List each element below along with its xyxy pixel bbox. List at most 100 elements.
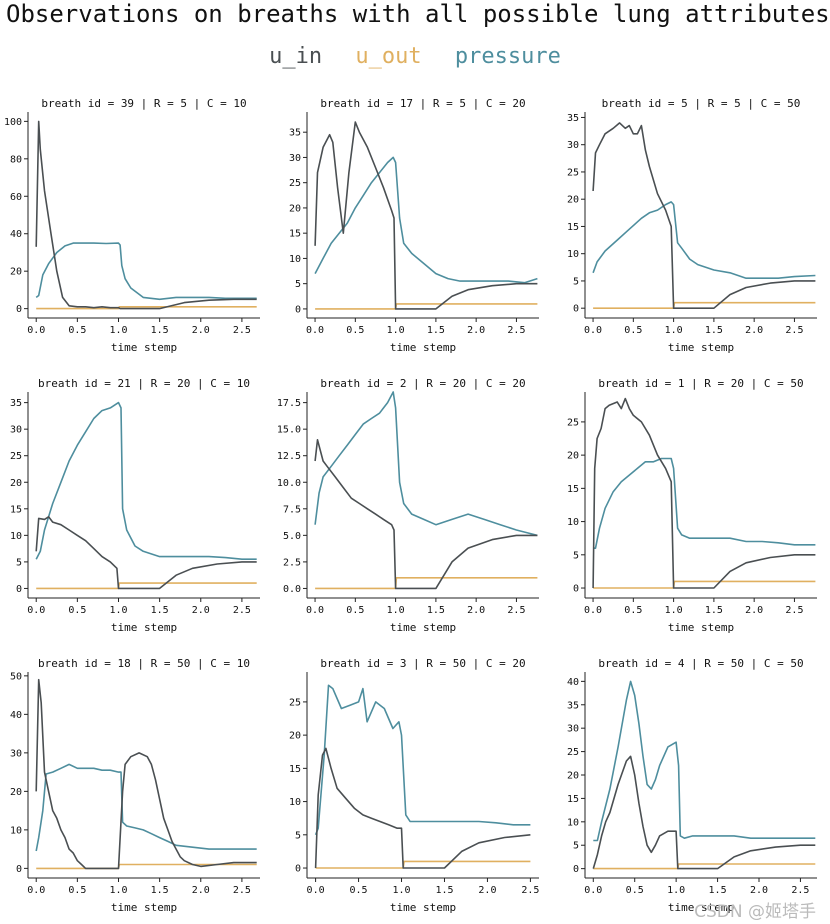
x-axis-label: time stemp (390, 341, 456, 354)
series-line-u-in (314, 121, 538, 310)
series-line-u-in (35, 515, 257, 590)
y-tick-label: 10 (567, 517, 579, 528)
y-tick-label: 10 (567, 817, 579, 828)
y-tick-label: 15 (289, 229, 301, 240)
series-line-pressure (314, 684, 531, 836)
x-tick-label: 1.0 (665, 605, 683, 616)
x-tick-label: 2.5 (521, 885, 539, 896)
y-tick-label: 20 (10, 787, 22, 798)
series-line-u-out (593, 580, 816, 589)
chart-title: breath id = 4 | R = 50 | C = 50 (598, 657, 803, 670)
series-line-pressure (314, 391, 538, 537)
chart-title: breath id = 39 | R = 5 | C = 10 (41, 97, 246, 110)
y-tick-label: 25 (567, 747, 579, 758)
x-axis-label: time stemp (111, 341, 177, 354)
x-tick-label: 0.0 (27, 605, 45, 616)
series-line-pressure (314, 156, 538, 284)
y-tick-label: 35 (10, 398, 22, 409)
x-tick-label: 1.5 (151, 325, 169, 336)
y-tick-label: 40 (10, 710, 22, 721)
series-line-u-in (35, 120, 257, 310)
x-tick-label: 0.0 (584, 325, 602, 336)
chart-panel-5: breath id = 2 | R = 20 | C = 20 0.0 0.5 1.0… (277, 377, 539, 634)
series-line-u-out (593, 301, 816, 310)
x-tick-label: 1.0 (665, 325, 683, 336)
y-tick-label: 5 (295, 279, 301, 290)
x-tick-label: 1.0 (387, 605, 405, 616)
x-tick-label: 0.5 (346, 605, 364, 616)
y-tick-label: 80 (10, 154, 22, 165)
x-tick-label: 2.5 (785, 605, 803, 616)
x-tick-label: 0.5 (68, 605, 86, 616)
series-line-u-in (592, 397, 816, 589)
chart-panel-3: breath id = 5 | R = 5 | C = 50 0.0 0.5 1.0 1… (567, 97, 817, 354)
y-tick-label: 15 (289, 764, 301, 775)
x-tick-label: 1.5 (709, 885, 727, 896)
series-line-u-in (592, 755, 816, 870)
legend-pressure: pressure (454, 44, 561, 69)
y-tick-label: 30 (567, 724, 579, 735)
x-tick-label: 1.0 (392, 885, 410, 896)
y-tick-label: 10 (289, 797, 301, 808)
y-tick-label: 5 (573, 276, 579, 287)
series-line-u-out (315, 576, 538, 590)
y-tick-label: 10 (289, 254, 301, 265)
chart-title: breath id = 21 | R = 20 | C = 10 (38, 377, 250, 390)
x-axis-label: time stemp (111, 901, 177, 914)
x-tick-label: 1.5 (151, 885, 169, 896)
y-tick-label: 25 (289, 178, 301, 189)
y-tick-label: 25 (10, 451, 22, 462)
x-tick-label: 2.0 (467, 605, 485, 616)
x-tick-label: 0.0 (584, 605, 602, 616)
x-tick-label: 0.5 (624, 325, 642, 336)
y-tick-label: 0 (573, 864, 579, 875)
series-line-pressure (35, 242, 257, 301)
chart-panel-2: breath id = 17 | R = 5 | C = 20 0.0 0.5 1.0… (289, 97, 539, 354)
y-tick-label: 15 (567, 222, 579, 233)
y-tick-label: 12.5 (277, 451, 301, 462)
y-tick-label: 60 (10, 192, 22, 203)
y-tick-label: 20 (567, 195, 579, 206)
chart-panel-7: breath id = 18 | R = 50 | C = 10 0.0 0.5 1.… (10, 657, 260, 914)
y-tick-label: 30 (567, 140, 579, 151)
x-tick-label: 2.5 (233, 325, 251, 336)
x-tick-label: 1.0 (109, 325, 127, 336)
y-tick-label: 0 (16, 304, 22, 315)
y-tick-label: 25 (567, 167, 579, 178)
series-line-pressure (35, 763, 257, 852)
y-tick-label: 20 (10, 267, 22, 278)
x-tick-label: 1.0 (109, 885, 127, 896)
chart-panel-4: breath id = 21 | R = 20 | C = 10 0.0 0.5 1.… (10, 377, 260, 634)
series-line-pressure (35, 401, 257, 561)
chart-title: breath id = 2 | R = 20 | C = 20 (320, 377, 525, 390)
x-tick-label: 0.5 (346, 325, 364, 336)
x-tick-label: 2.5 (785, 325, 803, 336)
y-tick-label: 0 (573, 584, 579, 595)
x-axis-label: time stemp (668, 621, 734, 634)
x-tick-label: 1.5 (705, 325, 723, 336)
y-tick-label: 25 (289, 697, 301, 708)
x-tick-label: 1.0 (387, 325, 405, 336)
x-tick-label: 2.0 (467, 325, 485, 336)
y-tick-label: 0.0 (283, 584, 301, 595)
x-axis-label: time stemp (668, 341, 734, 354)
x-tick-label: 0.0 (27, 885, 45, 896)
x-tick-label: 2.0 (192, 605, 210, 616)
y-tick-label: 0 (295, 864, 301, 875)
y-tick-label: 0 (295, 304, 301, 315)
x-tick-label: 1.5 (427, 325, 445, 336)
x-tick-label: 0.0 (27, 325, 45, 336)
y-tick-label: 20 (10, 478, 22, 489)
x-tick-label: 2.5 (233, 605, 251, 616)
series-line-u-in (35, 678, 257, 870)
x-tick-label: 2.5 (791, 885, 809, 896)
y-tick-label: 0 (16, 584, 22, 595)
series-line-pressure (592, 201, 816, 280)
y-tick-label: 5 (16, 557, 22, 568)
x-tick-label: 2.0 (750, 885, 768, 896)
legend-u-out: u_out (355, 44, 422, 69)
x-tick-label: 0.5 (624, 605, 642, 616)
chart-title: breath id = 1 | R = 20 | C = 50 (598, 377, 803, 390)
y-tick-label: 5 (573, 550, 579, 561)
chart-title: breath id = 3 | R = 50 | C = 20 (320, 657, 525, 670)
